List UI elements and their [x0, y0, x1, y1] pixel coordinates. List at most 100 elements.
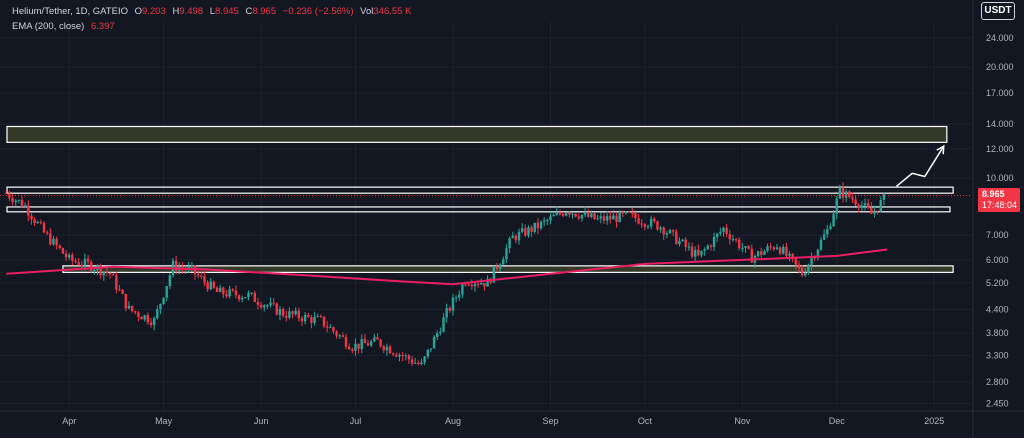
ema-label[interactable]: EMA (200, close) — [12, 21, 85, 32]
candle-body — [149, 322, 153, 326]
candle-body — [483, 283, 486, 287]
candle-body — [662, 227, 665, 235]
candle-body — [637, 218, 640, 224]
candle-body — [376, 337, 379, 340]
candle-body — [392, 353, 395, 355]
candle-body — [90, 261, 93, 271]
currency-button[interactable]: USDT — [981, 2, 1015, 20]
candle-body — [45, 232, 49, 234]
candle-body — [127, 305, 131, 309]
candle-body — [64, 253, 68, 258]
x-tick-label: Jun — [254, 416, 269, 426]
candle-body — [514, 235, 518, 241]
low-value: 8.945 — [215, 6, 239, 17]
candle-body — [675, 231, 678, 245]
x-tick-label: 2025 — [924, 416, 944, 426]
open-value: 9.203 — [142, 6, 166, 17]
candle-body — [115, 275, 118, 290]
candle-body — [643, 224, 647, 227]
candle-body — [281, 309, 285, 316]
sr-zone — [6, 206, 951, 213]
candle-body — [782, 246, 785, 254]
candle-body — [618, 211, 621, 223]
close-label: C — [245, 6, 253, 17]
candle-body — [218, 287, 222, 293]
candle-body — [486, 278, 489, 287]
y-tick-label: 2.800 — [986, 377, 1009, 387]
candle-body — [502, 259, 505, 265]
candle-body — [426, 349, 430, 357]
candle-body — [68, 254, 71, 258]
y-tick-label: 2.450 — [986, 398, 1009, 408]
y-tick-label: 3.300 — [986, 351, 1009, 361]
ohlc-legend-row: Helium/Tether, 1D, GATEIO O9.203 H9.498 … — [12, 4, 411, 19]
candle-body — [816, 249, 820, 258]
arrow-head-icon — [936, 144, 945, 155]
candle-body — [609, 215, 612, 220]
y-tick-label: 12.000 — [986, 144, 1014, 154]
high-label: H — [172, 6, 180, 17]
candle-body — [225, 294, 228, 297]
candle-body — [470, 284, 474, 287]
candle-body — [11, 198, 14, 203]
candle-body — [373, 337, 376, 342]
candle-body — [797, 264, 801, 269]
candle-body — [461, 284, 464, 295]
candle-body — [423, 356, 426, 363]
candle-body — [800, 268, 804, 276]
candle-body — [212, 281, 216, 288]
candle-body — [363, 339, 367, 344]
candle-body — [687, 246, 691, 248]
candle-body — [577, 216, 580, 219]
candle-body — [599, 216, 603, 219]
candle-body — [826, 229, 829, 235]
candle-body — [508, 238, 511, 249]
candle-body — [439, 331, 442, 333]
candle-body — [275, 303, 279, 315]
candle-body — [712, 236, 716, 247]
candle-body — [451, 297, 455, 311]
candle-body — [231, 289, 234, 291]
candle-body — [668, 229, 672, 234]
candle-body — [546, 220, 549, 222]
candle-body — [278, 309, 282, 315]
candle-body — [646, 226, 650, 228]
candle-body — [467, 284, 470, 286]
symbol-name[interactable]: Helium/Tether, 1D, GATEIO — [12, 6, 128, 17]
candle-body — [495, 265, 499, 269]
candle-body — [263, 305, 266, 308]
candle-body — [347, 346, 351, 350]
low-label: L — [209, 6, 216, 17]
candle-body — [583, 212, 587, 215]
candle-body — [344, 336, 348, 347]
candle-body — [706, 245, 709, 250]
x-tick-label: Oct — [638, 416, 653, 426]
candle-body — [772, 247, 776, 250]
candle-body — [693, 249, 697, 257]
sr-zone — [6, 186, 954, 194]
y-tick-label: 3.800 — [986, 328, 1009, 338]
candle-body — [108, 272, 112, 275]
candle-body — [310, 317, 313, 324]
candle-body — [473, 283, 477, 287]
candle-body — [741, 247, 744, 249]
candle-body — [291, 311, 294, 315]
candle-body — [247, 292, 250, 298]
candle-body — [388, 346, 392, 354]
candle-body — [174, 260, 178, 271]
candle-body — [285, 315, 288, 318]
projection-arrow — [896, 145, 945, 187]
candle-body — [464, 284, 467, 286]
candle-body — [351, 349, 354, 351]
y-tick-label: 7.000 — [986, 230, 1009, 240]
candle-body — [228, 289, 231, 297]
candle-body — [851, 197, 854, 200]
candle-body — [612, 215, 615, 220]
candle-body — [876, 210, 879, 212]
y-tick-label: 14.000 — [986, 119, 1014, 129]
candle-body — [734, 239, 738, 241]
candle-body — [722, 227, 725, 233]
candle-body — [300, 318, 304, 322]
